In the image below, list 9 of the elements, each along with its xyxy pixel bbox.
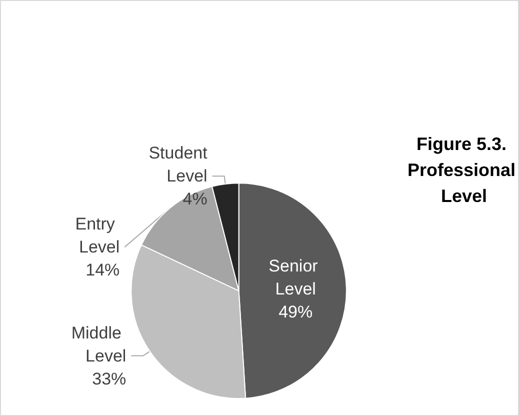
data-label: 33% <box>92 369 126 388</box>
slice-label: Entry Level <box>75 214 120 257</box>
slice-label: Middle Level <box>71 323 126 366</box>
slice-label: Student Level <box>148 144 208 186</box>
text: Figure 5.3. Professional Level <box>407 134 519 206</box>
data-label: 14% <box>86 260 120 280</box>
data-label: 49% <box>278 302 313 322</box>
slice-label: Senior Level <box>268 256 323 299</box>
data-label: 4% <box>182 190 208 209</box>
